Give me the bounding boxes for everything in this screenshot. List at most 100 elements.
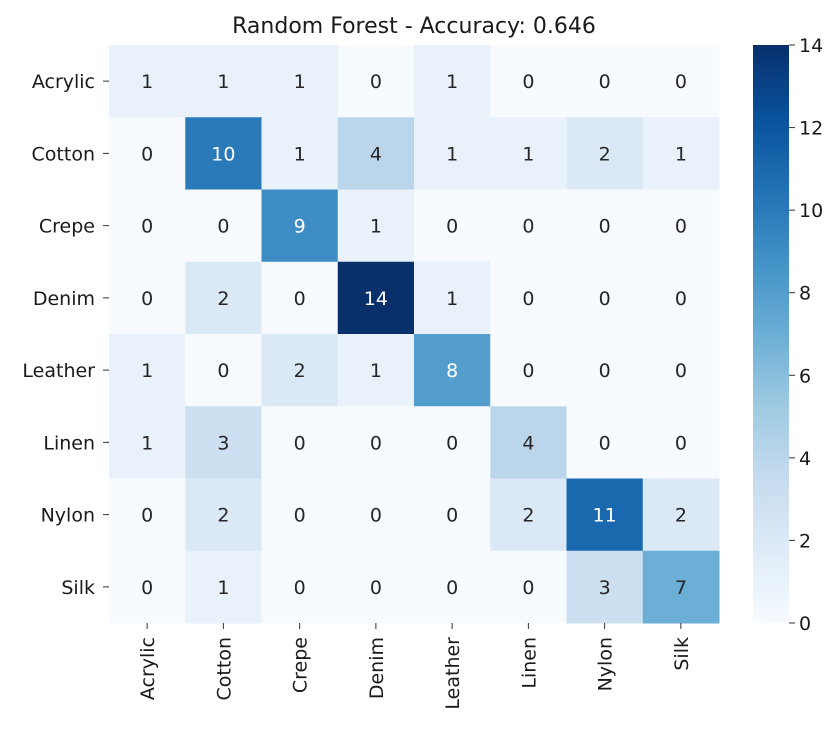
- heatmap-cell: [185, 550, 262, 624]
- heatmap-cell: [109, 550, 186, 624]
- heatmap-cell: [642, 189, 720, 263]
- cell-value-label: 0: [675, 288, 687, 310]
- cell-value-label: 0: [370, 71, 382, 93]
- cell-value-label: 2: [599, 143, 611, 165]
- colorbar-tick-label: 4: [799, 448, 811, 470]
- cell-value-label: 11: [593, 505, 617, 527]
- heatmap-cell: [642, 334, 720, 407]
- heatmap-cell: [337, 334, 415, 407]
- heatmap-cell: [109, 261, 186, 335]
- cell-value-label: 0: [675, 360, 687, 382]
- heatmap-cell: [490, 45, 567, 118]
- heatmap-cell: [109, 406, 186, 479]
- cell-value-label: 9: [294, 216, 306, 238]
- cell-value-label: 1: [446, 288, 458, 310]
- cell-value-label: 4: [522, 432, 534, 454]
- cell-value-label: 0: [446, 577, 458, 599]
- cell-value-label: 2: [294, 360, 306, 382]
- colorbar-tick-label: 10: [799, 200, 823, 222]
- y-tick-label: Crepe: [39, 216, 95, 238]
- heatmap-cell: [642, 550, 720, 624]
- cell-value-label: 0: [294, 505, 306, 527]
- heatmap-cell: [414, 406, 491, 479]
- colorbar-tick-label: 14: [799, 35, 823, 57]
- cell-value-label: 2: [675, 505, 687, 527]
- cell-value-label: 0: [141, 577, 153, 599]
- cell-value-label: 14: [364, 288, 388, 310]
- cell-value-label: 0: [446, 432, 458, 454]
- heatmap-cell: [185, 406, 262, 479]
- cell-value-label: 2: [217, 505, 229, 527]
- colorbar-tick-label: 2: [799, 530, 811, 552]
- heatmap-cell: [261, 550, 339, 624]
- heatmap-cell: [566, 334, 644, 407]
- heatmap-cell: [414, 261, 491, 335]
- heatmap-cell: [642, 117, 720, 190]
- y-axis-tick-labels: Acrylic Cotton Crepe Denim Leather Linen Nylon…: [22, 71, 109, 599]
- heatmap-cell: [490, 478, 567, 552]
- cell-value-label: 1: [141, 360, 153, 382]
- heatmap-cell: [490, 406, 567, 479]
- heatmap-cell: [109, 117, 186, 190]
- heatmap-cell: [337, 117, 415, 190]
- heatmap-cell: [414, 478, 491, 552]
- cell-value-label: 0: [522, 360, 534, 382]
- cell-value-label: 4: [370, 143, 382, 165]
- cell-value-label: 1: [217, 577, 229, 599]
- cell-value-label: 1: [370, 216, 382, 238]
- cell-value-label: 0: [446, 505, 458, 527]
- heatmap-cell: [414, 189, 491, 263]
- cell-value-label: 1: [294, 143, 306, 165]
- heatmap-cell: [490, 261, 567, 335]
- x-tick-label: Acrylic: [137, 637, 159, 700]
- heatmap-cell: [566, 478, 644, 552]
- heatmap-cell: [185, 45, 262, 118]
- cell-value-label: 0: [522, 216, 534, 238]
- heatmap-cell: [490, 117, 567, 190]
- heatmap-cell: [337, 478, 415, 552]
- heatmap-cell: [337, 261, 415, 335]
- heatmap-cell: [261, 406, 339, 479]
- x-axis-tick-labels: Acrylic Cotton Crepe Denim Leather Linen Nylon…: [137, 623, 693, 710]
- heatmap-cell: [414, 45, 491, 118]
- cell-value-label: 8: [446, 360, 458, 382]
- heatmap-cell: [566, 261, 644, 335]
- x-tick-label: Leather: [442, 637, 464, 710]
- heatmap-cell: [185, 478, 262, 552]
- heatmap-cell: [337, 550, 415, 624]
- heatmap-grid: 1 1 1 0 1 0 0 00 10 1 4 1 1 2 10 0 9 1 0 0 0 00 2 0 14 1 0 0 01 0 2 1 8 0…: [109, 45, 720, 624]
- x-tick-label: Nylon: [595, 637, 617, 691]
- heatmap-cell: [109, 45, 186, 118]
- cell-value-label: 1: [446, 71, 458, 93]
- heatmap-cell: [109, 189, 186, 263]
- heatmap-cell: [642, 478, 720, 552]
- colorbar-tick-label: 6: [799, 365, 811, 387]
- heatmap-cell: [414, 117, 491, 190]
- cell-value-label: 0: [522, 288, 534, 310]
- cell-value-label: 3: [217, 432, 229, 454]
- y-tick-label: Cotton: [32, 143, 95, 165]
- cell-value-label: 1: [294, 71, 306, 93]
- x-tick-label: Silk: [671, 637, 693, 671]
- heatmap-cell: [566, 406, 644, 479]
- cell-value-label: 0: [675, 432, 687, 454]
- heatmap-cell: [566, 189, 644, 263]
- cell-value-label: 0: [370, 505, 382, 527]
- cell-value-label: 2: [217, 288, 229, 310]
- x-tick-label: Denim: [366, 637, 388, 699]
- y-tick-label: Acrylic: [32, 71, 95, 93]
- cell-value-label: 0: [141, 216, 153, 238]
- heatmap-cell: [337, 189, 415, 263]
- x-tick-label: Linen: [518, 637, 540, 689]
- cell-value-label: 1: [522, 143, 534, 165]
- heatmap-cell: [261, 261, 339, 335]
- colorbar-tick-label: 0: [799, 613, 811, 635]
- cell-value-label: 1: [446, 143, 458, 165]
- heatmap-cell: [185, 189, 262, 263]
- cell-value-label: 3: [599, 577, 611, 599]
- x-tick-label: Crepe: [290, 637, 312, 693]
- heatmap-cell: [109, 334, 186, 407]
- cell-value-label: 0: [370, 577, 382, 599]
- heatmap-cell: [261, 478, 339, 552]
- heatmap-cell: [566, 550, 644, 624]
